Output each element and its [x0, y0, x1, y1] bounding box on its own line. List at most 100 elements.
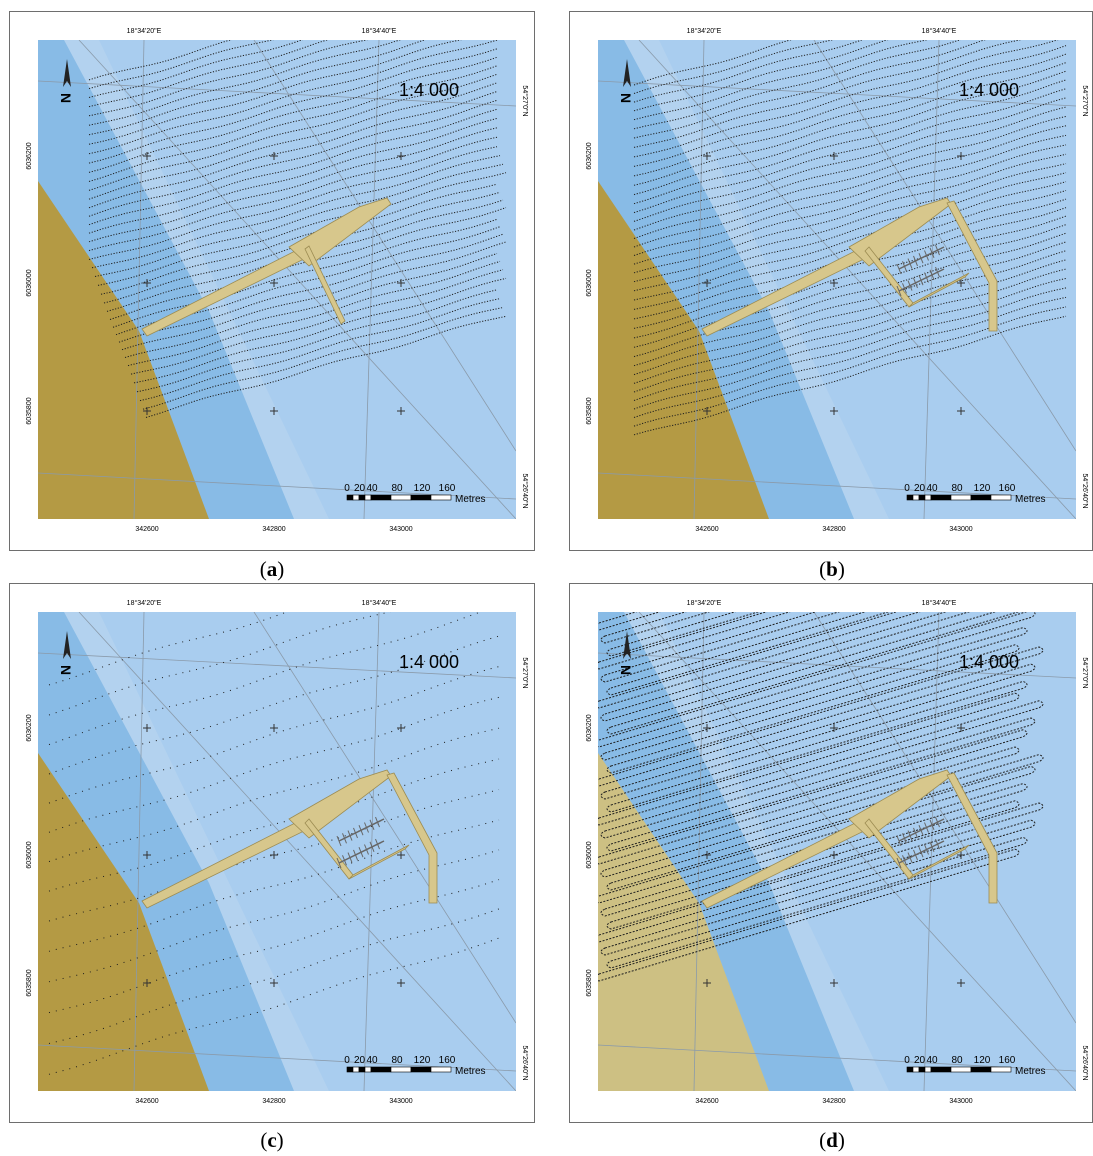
- survey-track: [606, 680, 1028, 813]
- north-label: N: [618, 93, 634, 103]
- survey-track: [633, 224, 1067, 348]
- berth: [935, 816, 940, 828]
- survey-track: [606, 836, 1028, 969]
- survey-track: [633, 115, 1067, 239]
- berth: [342, 855, 347, 866]
- survey-track: [600, 612, 711, 644]
- scale-tick-label: 160: [439, 483, 456, 494]
- berth: [902, 833, 907, 844]
- map-area: [598, 612, 1076, 1091]
- scale-bar-segment: [950, 1066, 972, 1073]
- graticule-line: [363, 40, 380, 519]
- scale-tick-label: 20: [914, 1055, 926, 1066]
- grid-cross: [143, 152, 151, 160]
- left-coordinate-label: 6035800: [586, 969, 593, 996]
- berth: [896, 285, 902, 297]
- left-coordinate-label: 6035800: [26, 969, 33, 996]
- grid-cross: [703, 407, 711, 415]
- bottom-coordinate-label: 342600: [135, 1098, 158, 1105]
- graticule-line: [813, 40, 1076, 452]
- scale-bar-segment: [410, 494, 432, 501]
- scale-bar-segment: [410, 1066, 432, 1073]
- scale-bar-segment: [358, 494, 366, 501]
- grid-cross: [270, 407, 278, 415]
- scale-bar-segment: [970, 494, 992, 501]
- graticule-line: [363, 612, 380, 1091]
- berth: [364, 822, 369, 833]
- graticule-line: [253, 40, 516, 452]
- scale-tick-label: 80: [391, 1055, 403, 1066]
- berth: [907, 258, 913, 269]
- survey-track: [633, 40, 986, 139]
- left-coordinate-label: 6036200: [26, 142, 33, 169]
- right-coordinate-label: 54°26'40"N: [521, 1045, 529, 1080]
- graticule-line: [693, 612, 705, 1091]
- berth: [347, 852, 353, 863]
- left-coordinate-label: 6036000: [26, 841, 33, 868]
- berth: [896, 857, 902, 869]
- berth: [913, 255, 918, 267]
- bottom-coordinate-label: 342600: [695, 1098, 718, 1105]
- survey-track: [88, 136, 498, 252]
- berth: [907, 830, 913, 841]
- scale-bar-segment: [918, 1066, 926, 1073]
- north-arrow-shape: [623, 59, 631, 87]
- north-arrow-icon: N: [618, 59, 634, 103]
- scale-tick-label: 40: [926, 1055, 938, 1066]
- top-coordinate-label: 18°34'20"E: [127, 27, 162, 35]
- map-area: [38, 40, 516, 519]
- breakwater: [386, 772, 438, 904]
- scale-bar-segment: [918, 494, 926, 501]
- survey-track: [94, 163, 504, 277]
- graticule-line: [253, 612, 516, 1024]
- berth: [336, 835, 342, 847]
- survey-track: [48, 879, 500, 1014]
- scale-bar-segment: [970, 1066, 992, 1073]
- floating-pontoon: [898, 268, 945, 292]
- survey-track: [633, 97, 1067, 222]
- survey-track: [88, 40, 369, 117]
- panel-caption-c: (c): [260, 1128, 284, 1152]
- floating-pontoon: [898, 840, 945, 864]
- pier: [701, 769, 998, 909]
- north-arrow-icon: N: [58, 59, 74, 103]
- north-arrow-shape: [63, 631, 71, 659]
- survey-tracks: [88, 40, 507, 418]
- survey-track: [88, 40, 402, 126]
- grid-cross: [270, 979, 278, 987]
- bottom-coordinate-label: 343000: [389, 526, 412, 533]
- graticule-line: [133, 40, 145, 519]
- survey-track: [136, 289, 498, 393]
- survey-track: [598, 765, 1036, 904]
- map-area: [598, 40, 1076, 519]
- grid-cross: [270, 724, 278, 732]
- survey-track: [633, 277, 1067, 401]
- berth: [375, 838, 380, 850]
- berth: [902, 855, 907, 866]
- land-area: [598, 753, 769, 1091]
- survey-track: [88, 40, 498, 155]
- scale-tick-label: 0: [904, 483, 910, 494]
- grid-cross: [397, 407, 405, 415]
- grid-cross: [143, 851, 151, 859]
- survey-track: [633, 163, 1067, 283]
- top-coordinate-label: 18°34'20"E: [687, 27, 722, 35]
- grid-cross: [957, 279, 965, 287]
- graticule-line: [923, 612, 940, 1091]
- berth: [935, 266, 940, 278]
- scale-ratio-label: 1:4 000: [399, 652, 459, 672]
- scale-tick-label: 0: [904, 1055, 910, 1066]
- survey-track: [633, 62, 1067, 186]
- berth: [342, 833, 347, 844]
- survey-track: [600, 783, 1028, 917]
- survey-track: [633, 181, 1067, 301]
- survey-map: N 1:4 000 18°34'20"E 18°34'40"E 342600 342800…: [586, 599, 1089, 1105]
- graticule-line: [38, 1044, 516, 1072]
- scale-tick-label: 40: [366, 1055, 378, 1066]
- graticule-line: [133, 612, 145, 1091]
- survey-track: [121, 241, 507, 351]
- top-coordinate-label: 18°34'40"E: [922, 27, 957, 35]
- survey-track: [598, 729, 1028, 865]
- survey-track: [633, 268, 1067, 393]
